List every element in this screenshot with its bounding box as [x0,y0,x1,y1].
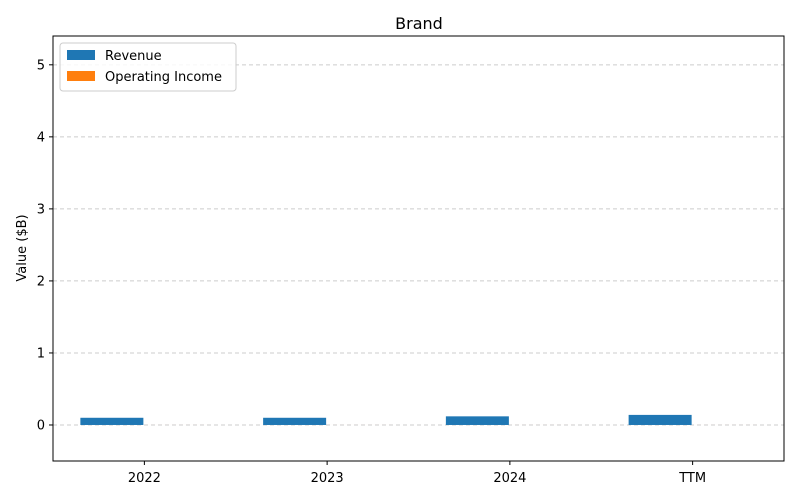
grid-lines [53,65,784,425]
x-tick-label: 2022 [128,471,161,486]
bar-revenue [446,416,509,425]
legend-label: Revenue [105,49,162,64]
plot-frame [53,36,784,461]
x-tick-label: 2024 [493,471,526,486]
y-tick-label: 1 [37,346,45,361]
y-tick-label: 5 [37,58,45,73]
legend-label: Operating Income [105,70,222,85]
y-tick-label: 2 [37,274,45,289]
y-tick-label: 0 [37,418,45,433]
bar-revenue [263,418,326,425]
y-tick-label: 4 [37,130,45,145]
y-axis-label: Value ($B) [15,214,30,281]
legend-swatch [67,71,95,81]
x-axis: 2022 2023 2024 TTM [128,461,706,486]
bars [80,415,756,425]
x-tick-label: TTM [678,471,706,486]
legend-swatch [67,50,95,60]
y-tick-label: 3 [37,202,45,217]
bar-revenue [629,415,692,425]
bar-revenue [80,418,143,425]
x-tick-label: 2023 [311,471,344,486]
y-axis: 0 1 2 3 4 5 [37,58,53,433]
legend: Revenue Operating Income [60,43,236,91]
chart-title: Brand [395,14,443,33]
